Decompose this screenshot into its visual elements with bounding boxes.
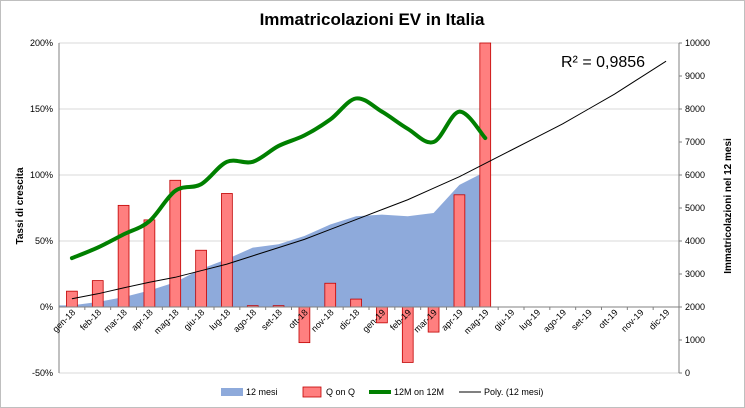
bar-mar-18 [117,204,130,308]
x-tick-label: mag-19 [462,307,491,336]
legend-label: Poly. (12 mesi) [484,387,543,397]
x-tick-label: giu-19 [492,307,517,332]
legend-swatch [221,388,243,396]
x-tick-label: ott-19 [596,307,619,330]
chart-title: Immatricolazioni EV in Italia [260,10,485,29]
legend: 12 mesi Q on Q 12M on 12M Poly. (12 mesi) [221,386,543,398]
y-tick-right: 6000 [685,170,705,180]
legend-label: 12 mesi [246,387,278,397]
x-tick-label: giu-18 [182,307,207,332]
y-tick-left: 100% [30,170,53,180]
bar-lug-18 [221,193,233,308]
y-tick-right: 1000 [685,335,705,345]
y-tick-left: 50% [35,236,53,246]
trendline-path [71,60,667,300]
x-tick-label: set-19 [569,307,594,332]
y-axis-left-label: Tassi di crescita [15,167,26,245]
area-fill [59,171,486,307]
x-tick-label: ago-18 [231,307,258,334]
y-tick-right: 3000 [685,269,705,279]
y-tick-left: 200% [30,38,53,48]
y-tick-right: 8000 [685,104,705,114]
bar-dic-18 [350,298,362,308]
legend-label: 12M on 12M [394,387,444,397]
y-axis-right-label: Immatricolazioni nel 12 mesi [723,138,734,274]
area-series-12-mesi [59,171,486,307]
x-tick-label: lug-19 [518,307,543,332]
y-tick-right: 10000 [685,38,710,48]
trendline-poly [71,60,667,300]
x-tick-label: nov-18 [309,307,336,334]
bar-apr-19 [453,194,466,308]
y-tick-right: 4000 [685,236,705,246]
x-tick-label: dic-18 [337,307,361,331]
legend-swatch [302,386,322,398]
r-squared-annotation: R² = 0,9856 [561,54,645,71]
x-tick-label: set-18 [259,307,284,332]
y-tick-right: 9000 [685,71,705,81]
y-tick-right: 0 [685,368,690,378]
x-tick-label: ago-19 [541,307,568,334]
x-tick-label: gen-18 [50,307,77,334]
legend-item-q-on-q: Q on Q [302,386,355,398]
legend-item-12-mesi: 12 mesi [221,387,278,397]
y-tick-left: 150% [30,104,53,114]
y-tick-left: 0% [40,302,53,312]
bar-mag-19 [479,42,492,308]
y-ticks-right: 1000090008000700060005000400030002000100… [679,38,710,378]
x-tick-label: feb-18 [78,307,103,332]
bar-gen-18 [66,290,78,308]
bar-giu-18 [195,249,207,308]
y-tick-right: 5000 [685,203,705,213]
y-tick-right: 7000 [685,137,705,147]
y-ticks-left: 200% 150% 100% 50% 0% -50% [30,38,53,378]
bar-mag-18 [169,179,182,308]
y-tick-right: 2000 [685,302,705,312]
legend-item-12m-on-12m: 12M on 12M [369,387,444,397]
y-tick-left: -50% [32,368,53,378]
line-path [69,96,488,261]
legend-item-poly-12-mesi: Poly. (12 mesi) [459,387,543,397]
x-tick-label: lug-18 [208,307,233,332]
bar-apr-18 [143,219,156,308]
x-tick-label: mar-18 [102,307,129,334]
x-tick-label: dic-19 [647,307,671,331]
bar-nov-18 [324,282,337,308]
line-series-12m-on-12m [69,96,488,261]
legend-label: Q on Q [326,387,355,397]
x-tick-label: nov-19 [619,307,646,334]
x-tick-label: mag-18 [152,307,181,336]
